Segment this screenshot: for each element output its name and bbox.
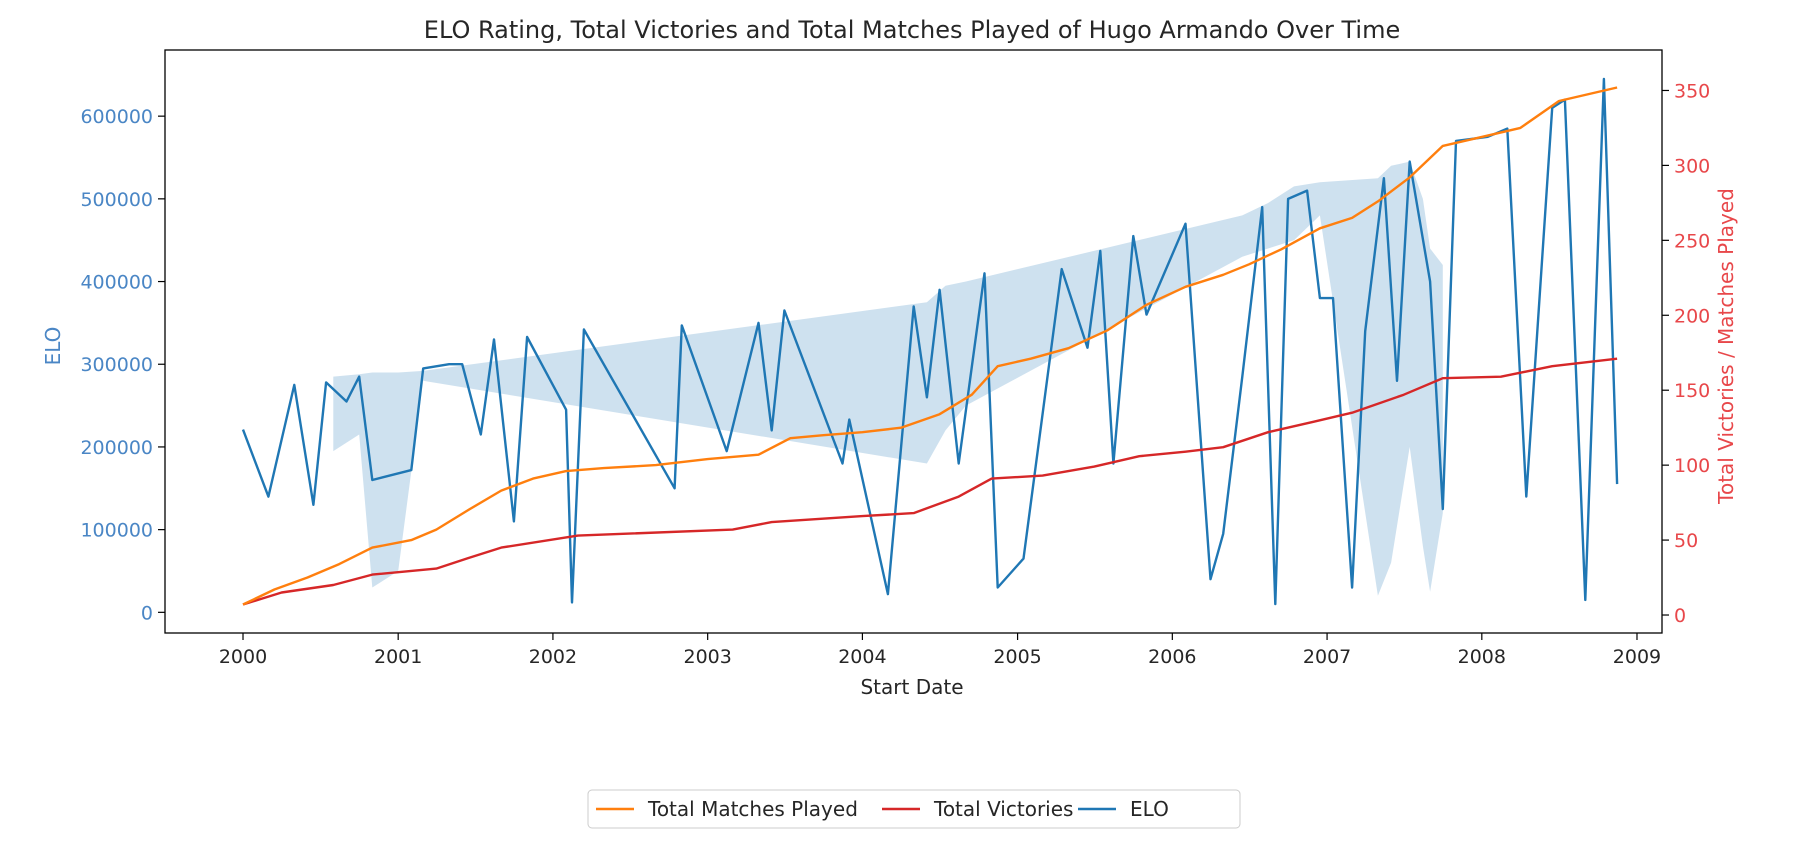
x-tick-label-2005: 2005 <box>993 646 1041 668</box>
x-tick-label-2002: 2002 <box>529 646 577 668</box>
series-line-elo <box>241 77 1619 606</box>
y-left-tick-label-400000: 400000 <box>80 272 153 294</box>
y-right-tick-label-100: 100 <box>1674 455 1710 477</box>
y-right-tick-label-300: 300 <box>1674 155 1710 177</box>
elo-confidence-band <box>333 161 1443 596</box>
x-tick-label-2003: 2003 <box>683 646 731 668</box>
x-tick-label-2000: 2000 <box>219 646 267 668</box>
elo-band-area <box>333 161 1443 596</box>
x-axis: 2000 2001 2002 2003 2004 2005 2006 2007 2008 2009 <box>219 633 1661 668</box>
y-left-tick-label-600000: 600000 <box>80 106 153 128</box>
plot-frame <box>164 49 1663 634</box>
y-right-tick-label-350: 350 <box>1674 80 1710 102</box>
legend-label-elo: ELO <box>1130 797 1169 821</box>
y-axis-left: 0 100000 200000 300000 400000 500000 600000 <box>80 106 165 624</box>
x-tick-label-2001: 2001 <box>374 646 422 668</box>
x-tick-label-2006: 2006 <box>1148 646 1196 668</box>
y-left-tick-label-100000: 100000 <box>80 520 153 542</box>
x-tick-label-2008: 2008 <box>1458 646 1506 668</box>
series-layer <box>241 77 1619 606</box>
y-right-tick-label-0: 0 <box>1674 605 1686 627</box>
series-line-total-victories <box>242 357 1618 606</box>
legend-label-total-victories: Total Victories <box>933 797 1073 821</box>
y-right-tick-label-250: 250 <box>1674 230 1710 252</box>
chart-title: ELO Rating, Total Victories and Total Ma… <box>424 16 1400 44</box>
y-left-tick-label-500000: 500000 <box>80 189 153 211</box>
y-right-tick-label-200: 200 <box>1674 305 1710 327</box>
y-axis-right-title: Total Victories / Matches Played <box>1714 188 1738 505</box>
legend: Total Matches Played Total Victories ELO <box>587 789 1241 829</box>
y-axis-right: 0 50 100 150 200 250 300 350 <box>1662 80 1710 627</box>
y-left-tick-label-0: 0 <box>141 602 153 624</box>
y-left-tick-label-300000: 300000 <box>80 354 153 376</box>
y-right-tick-label-150: 150 <box>1674 380 1710 402</box>
y-right-tick-label-50: 50 <box>1674 530 1698 552</box>
x-tick-label-2009: 2009 <box>1613 646 1661 668</box>
x-tick-label-2004: 2004 <box>838 646 886 668</box>
y-axis-left-title: ELO <box>41 327 65 366</box>
x-tick-label-2007: 2007 <box>1303 646 1351 668</box>
x-axis-title: Start Date <box>860 675 963 699</box>
legend-label-total-matches-played: Total Matches Played <box>647 797 858 821</box>
y-left-tick-label-200000: 200000 <box>80 437 153 459</box>
series-line-total-matches-played <box>242 86 1618 606</box>
